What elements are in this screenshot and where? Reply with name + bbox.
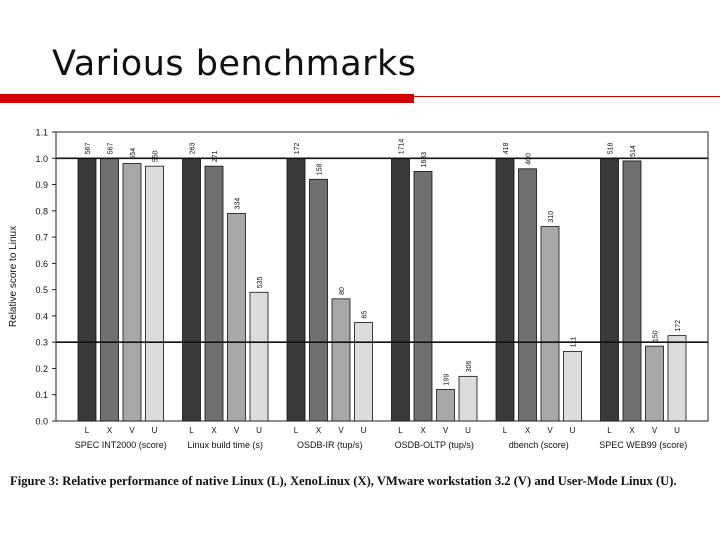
y-tick-label: 0.4: [35, 311, 48, 321]
series-letter-label: U: [570, 426, 576, 435]
bar-value-label: 199: [444, 374, 451, 386]
bar-value-label: 306: [466, 361, 473, 373]
category-label: SPEC WEB99 (score): [599, 440, 687, 450]
bar-value-label: 158: [317, 164, 324, 176]
slide-title: Various benchmarks: [52, 44, 417, 84]
bar: [286, 157, 306, 422]
bar-value-label: 263: [190, 142, 197, 154]
bar: [436, 389, 455, 422]
category-label: SPEC INT2000 (score): [75, 440, 167, 450]
bar-value-label: 535: [257, 276, 264, 288]
bar-value-label: 172: [675, 320, 682, 332]
bar: [495, 157, 515, 422]
series-letter-label: L: [189, 426, 194, 435]
series-letter-label: X: [211, 426, 217, 435]
bar-value-label: 334: [235, 198, 242, 210]
title-accent-bar: [0, 94, 414, 103]
caption-text: Relative performance of native Linux (L)…: [62, 474, 677, 488]
bar-value-label: 172: [294, 142, 301, 154]
caption-label: Figure 3:: [10, 474, 60, 488]
y-tick-label: 0.2: [35, 364, 48, 374]
bar-value-label: 310: [548, 211, 555, 223]
series-letter-label: U: [674, 426, 680, 435]
bar: [182, 157, 201, 422]
bar-value-label: 567: [108, 142, 115, 154]
category-label: dbench (score): [509, 440, 569, 450]
series-letter-label: U: [361, 426, 367, 435]
bar: [563, 350, 582, 422]
series-letter-label: L: [607, 426, 612, 435]
series-letter-label: L: [294, 426, 299, 435]
bar: [309, 178, 328, 422]
bar-value-label: 1633: [421, 152, 428, 168]
y-tick-label: 1.1: [35, 128, 48, 138]
bar: [518, 168, 537, 422]
series-letter-label: V: [443, 426, 449, 435]
y-tick-label: 0.8: [35, 206, 48, 216]
bar-value-label: 567: [85, 142, 92, 154]
bar: [227, 213, 246, 422]
bar: [249, 291, 269, 422]
series-letter-label: L: [85, 426, 90, 435]
bar: [204, 165, 224, 422]
bar-value-label: 550: [153, 150, 160, 162]
bar: [354, 322, 373, 422]
series-letter-label: X: [420, 426, 426, 435]
bar-value-label: 271: [212, 150, 219, 162]
bar-value-label: 1714: [399, 139, 406, 155]
benchmark-bar-chart: 0.0 0.1 0.2 0.3 0.4 0.5 0.6 0.7 0.8 0.9 1.0 1.1 Rela…: [8, 128, 709, 450]
series-letter-label: L: [503, 426, 508, 435]
series-letter-label: U: [256, 426, 262, 435]
series-letter-label: L: [398, 426, 403, 435]
bar: [645, 345, 664, 422]
category-label: OSDB-IR (tup/s): [297, 440, 363, 450]
series-letter-label: X: [525, 426, 531, 435]
y-tick-label: 0.0: [35, 417, 48, 427]
series-letter-label: X: [629, 426, 635, 435]
bar: [122, 163, 142, 422]
series-letter-label: V: [547, 426, 553, 435]
series-letter-label: X: [316, 426, 322, 435]
y-axis-label: Relative score to Linux: [8, 226, 19, 327]
y-tick-label: 1.0: [35, 154, 48, 164]
series-letter-label: V: [234, 426, 240, 435]
bar: [458, 375, 478, 422]
bar: [667, 335, 687, 422]
bar-value-label: 65: [362, 311, 369, 319]
series-letter-label: U: [465, 426, 471, 435]
bar: [145, 165, 164, 422]
y-tick-label: 0.9: [35, 180, 48, 190]
bar: [622, 160, 642, 422]
bar: [600, 157, 619, 422]
category-label: OSDB-OLTP (tup/s): [395, 440, 474, 450]
bar: [100, 157, 119, 422]
y-tick-label: 0.1: [35, 390, 48, 400]
bar-value-label: 150: [653, 330, 660, 342]
category-label: Linux build time (s): [187, 440, 263, 450]
bar-value-label: 518: [608, 142, 615, 154]
bar-value-label: 514: [630, 145, 637, 157]
series-letter-label: X: [107, 426, 113, 435]
series-letter-label: V: [652, 426, 658, 435]
bar-value-label: 418: [503, 142, 510, 154]
bar-value-label: 554: [130, 148, 137, 160]
bar: [77, 157, 97, 422]
y-tick-label: 0.5: [35, 285, 48, 295]
bar: [413, 171, 433, 422]
bar: [331, 298, 351, 422]
bar: [391, 157, 410, 422]
figure-caption: Figure 3: Relative performance of native…: [10, 474, 720, 489]
series-letter-label: U: [152, 426, 158, 435]
y-tick-label: 0.7: [35, 233, 48, 243]
title-accent-line: [414, 96, 720, 97]
bar-value-label: 80: [339, 287, 346, 295]
y-tick-label: 0.6: [35, 259, 48, 269]
y-tick-label: 0.3: [35, 338, 48, 348]
series-letter-label: V: [129, 426, 135, 435]
bar: [540, 226, 560, 422]
plot-frame: [55, 131, 709, 422]
series-letter-label: V: [338, 426, 344, 435]
